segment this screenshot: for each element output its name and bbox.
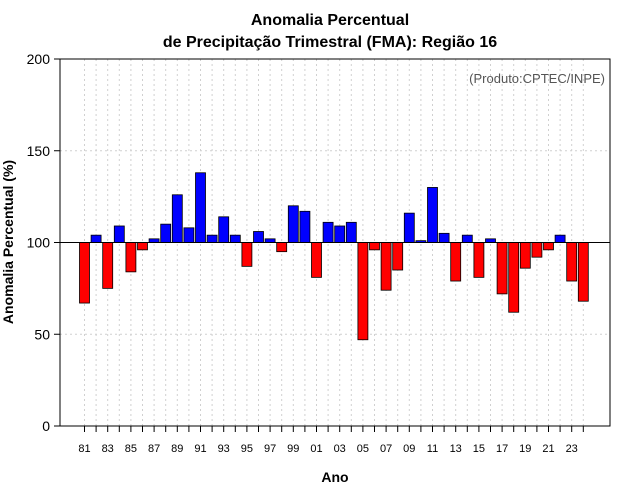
x-tick-label: 95 [241, 443, 253, 455]
bar-24 [577, 242, 589, 302]
x-tick-label: 89 [171, 443, 183, 455]
bar-08 [392, 242, 404, 271]
x-tick-label: 07 [380, 443, 392, 455]
x-tick-label: 99 [287, 443, 299, 455]
bar-92 [206, 234, 218, 243]
bar-00 [299, 210, 311, 243]
bar-93 [218, 216, 230, 243]
x-tick-label: 23 [566, 443, 578, 455]
bar-07 [380, 242, 392, 291]
y-tick-label: 100 [27, 235, 51, 251]
bar-99 [287, 205, 299, 243]
bar-97 [264, 238, 276, 243]
bar-86 [137, 242, 148, 251]
x-tick-label: 87 [148, 443, 160, 455]
bar-03 [334, 225, 346, 243]
chart-title-line1: Anomalia Percentual [251, 12, 409, 29]
chart-title-line2: de Precipitação Trimestral (FMA): Região… [163, 34, 497, 51]
bar-15 [473, 242, 485, 278]
bar-14 [461, 234, 473, 243]
bar-87 [148, 238, 160, 243]
bar-88 [160, 223, 172, 243]
bar-96 [253, 231, 264, 243]
bar-82 [90, 234, 102, 243]
bar-89 [171, 194, 183, 243]
x-tick-label: 15 [473, 443, 485, 455]
bar-06 [369, 242, 380, 251]
x-tick-label: 81 [78, 443, 90, 455]
credit-label: (Produto:CPTEC/INPE) [469, 71, 605, 86]
bar-19 [519, 242, 531, 269]
bar-98 [276, 242, 288, 253]
bar-11 [427, 187, 438, 243]
x-axis-label: Ano [321, 469, 348, 485]
x-tick-label: 01 [310, 443, 322, 455]
bar-17 [496, 242, 508, 295]
bar-90 [183, 227, 195, 243]
bar-21 [543, 242, 554, 251]
grid-lines [60, 58, 610, 427]
bar-13 [450, 242, 462, 282]
bar-23 [566, 242, 578, 282]
bar-18 [508, 242, 520, 313]
bar-85 [125, 242, 137, 273]
x-tick-label: 17 [496, 443, 508, 455]
x-tick-label: 13 [450, 443, 462, 455]
x-tick-label: 83 [102, 443, 114, 455]
bar-16 [485, 238, 496, 243]
bar-09 [403, 212, 415, 243]
x-tick-label: 05 [357, 443, 369, 455]
bar-91 [195, 172, 206, 243]
x-tick-label: 21 [542, 443, 554, 455]
y-tick-label: 0 [42, 418, 50, 434]
x-axis: 81 83 85 87 89 91 93 95 97 99 01 03 05 07 09 11 13 15 17 19… [78, 426, 584, 455]
x-tick-label: 97 [264, 443, 276, 455]
bar-05 [357, 242, 369, 341]
bar-02 [322, 221, 334, 243]
x-tick-label: 09 [403, 443, 415, 455]
x-tick-label: 93 [218, 443, 230, 455]
y-axis-label: Anomalia Percentual (%) [0, 160, 16, 324]
x-tick-label: 03 [334, 443, 346, 455]
x-tick-label: 91 [194, 443, 206, 455]
x-tick-label: 19 [519, 443, 531, 455]
bar-81 [79, 242, 90, 304]
bar-84 [113, 225, 125, 243]
bar-04 [345, 221, 357, 243]
bar-22 [554, 234, 566, 243]
bar-83 [102, 242, 114, 289]
x-tick-label: 85 [125, 443, 137, 455]
y-axis: 0 50 100 150 200 [27, 51, 60, 434]
y-tick-label: 200 [27, 51, 51, 67]
bar-20 [531, 242, 543, 258]
y-tick-label: 150 [27, 143, 51, 159]
bar-94 [229, 234, 241, 243]
bars [79, 172, 589, 341]
y-tick-label: 50 [34, 326, 50, 342]
bar-95 [241, 242, 253, 267]
bar-12 [438, 232, 450, 243]
x-tick-label: 11 [427, 443, 438, 455]
bar-01 [311, 242, 322, 278]
